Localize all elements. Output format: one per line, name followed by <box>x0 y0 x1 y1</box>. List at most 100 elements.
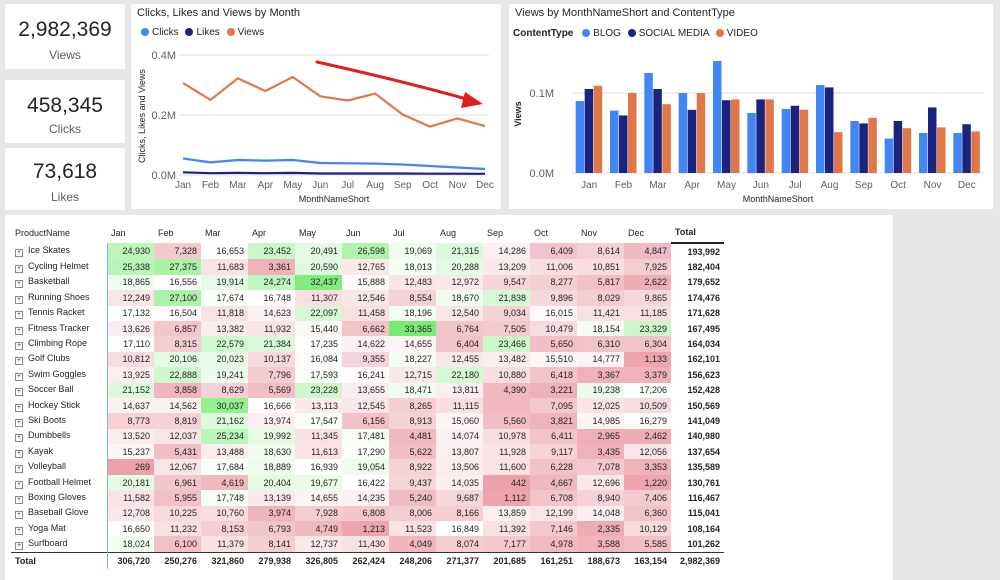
expand-icon[interactable]: + <box>15 326 23 335</box>
column-header-month[interactable]: Apr <box>252 227 267 238</box>
total-value-cell: 326,805 <box>295 551 342 569</box>
table-row[interactable]: + Football Helmet 20,181 6,961 4,619 20,404 19… <box>11 474 724 491</box>
column-header-total[interactable]: Total <box>671 222 724 244</box>
expand-icon[interactable]: + <box>15 388 23 397</box>
table-row[interactable]: + Swim Goggles 13,925 22,888 19,241 7,796 17,5… <box>11 367 724 383</box>
expand-icon[interactable]: + <box>15 434 23 443</box>
column-header-month[interactable]: Mar <box>205 227 221 238</box>
table-row[interactable]: + Tennis Racket 17,132 16,504 11,818 14,623 22… <box>11 305 724 321</box>
table-row[interactable]: + Boxing Gloves 11,582 5,955 17,748 13,139 14,… <box>11 490 724 506</box>
legend-item[interactable]: SOCIAL MEDIA <box>638 28 709 39</box>
value-cell: 16,504 <box>154 305 201 321</box>
value-cell: 30,037 <box>201 397 248 414</box>
table-row[interactable]: + Fitness Tracker 13,626 6,857 13,382 11,932 1… <box>11 320 724 337</box>
value-cell: 13,488 <box>201 444 248 460</box>
legend-item[interactable]: BLOG <box>593 28 621 39</box>
table-row[interactable]: + Hockey Stick 14,637 14,562 30,037 16,666 13,… <box>11 397 724 414</box>
product-name: Tennis Racket <box>28 307 85 318</box>
value-cell: 8,922 <box>389 459 436 475</box>
bar-blog <box>575 101 585 173</box>
column-header-month[interactable]: May <box>299 227 317 238</box>
value-cell: 11,600 <box>483 459 530 475</box>
table-row[interactable]: + Cycling Helmet 25,338 27,375 11,683 3,361 20… <box>11 259 724 275</box>
table-row[interactable]: + Basketball 18,865 16,556 19,914 24,274 32,43… <box>11 274 724 291</box>
value-cell: 13,859 <box>483 505 530 522</box>
value-cell: 19,238 <box>577 382 624 398</box>
expand-icon[interactable]: + <box>15 449 23 458</box>
expand-icon[interactable]: + <box>15 511 23 520</box>
column-header-month[interactable]: Sep <box>487 227 504 238</box>
expand-icon[interactable]: + <box>15 495 23 504</box>
column-header-month[interactable]: Jan <box>111 227 126 238</box>
value-cell: 3,588 <box>577 536 624 553</box>
total-value-cell: 201,685 <box>483 551 530 569</box>
value-cell: 4,667 <box>530 474 577 491</box>
value-cell: 16,650 <box>107 521 154 537</box>
table-row[interactable]: + Running Shoes 12,249 27,100 17,674 16,748 11… <box>11 290 724 306</box>
total-value-cell: 321,860 <box>201 551 248 569</box>
column-header-month[interactable]: Dec <box>628 227 645 238</box>
value-cell: 15,237 <box>107 444 154 460</box>
kpi-card-views[interactable]: 2,982,369 Views <box>5 4 125 69</box>
expand-icon[interactable]: + <box>15 342 23 351</box>
table-row[interactable]: + Surfboard 18,024 6,100 11,379 8,141 12,737 11… <box>11 536 724 553</box>
value-cell: 17,674 <box>201 290 248 306</box>
column-header-product[interactable]: ProductName <box>15 227 71 238</box>
product-name: Fitness Tracker <box>28 322 90 333</box>
legend-item[interactable]: Views <box>237 27 265 38</box>
expand-icon[interactable]: + <box>15 357 23 366</box>
expand-icon[interactable]: + <box>15 265 23 274</box>
expand-icon[interactable]: + <box>15 295 23 304</box>
expand-icon[interactable]: + <box>15 418 23 427</box>
product-name-cell: + Dumbbells <box>11 428 108 445</box>
expand-icon[interactable]: + <box>15 280 23 289</box>
line-chart-card[interactable]: Clicks, Likes and Views by Month Clicks … <box>131 4 501 209</box>
table-row[interactable]: + Soccer Ball 21,152 3,858 8,629 5,569 23,228 1… <box>11 382 724 398</box>
value-cell: 33,365 <box>389 320 436 337</box>
column-header-month[interactable]: Oct <box>534 227 549 238</box>
value-cell: 11,458 <box>342 305 389 321</box>
table-row[interactable]: + Kayak 15,237 5,431 13,488 18,630 11,613 17,29… <box>11 444 724 460</box>
column-header-month[interactable]: Jul <box>393 227 405 238</box>
table-row[interactable]: + Climbing Rope 17,110 8,315 22,579 21,384 17,… <box>11 336 724 352</box>
table-row[interactable]: + Dumbbells 13,520 12,037 25,234 19,992 11,345… <box>11 428 724 445</box>
table-row[interactable]: + Ice Skates 24,930 7,328 16,653 23,452 20,491… <box>11 243 724 260</box>
table-row[interactable]: + Yoga Mat 16,650 11,232 8,153 6,793 4,749 1,21… <box>11 521 724 537</box>
table-row[interactable]: + Baseball Glove 12,708 10,225 10,760 3,974 7,… <box>11 505 724 522</box>
expand-icon[interactable]: + <box>15 480 23 489</box>
expand-icon[interactable]: + <box>15 403 23 412</box>
expand-icon[interactable]: + <box>15 249 23 258</box>
matrix-table-card[interactable]: ProductName Jan Feb Mar Apr May Jun Jul Aug Sep Oc… <box>5 215 893 580</box>
legend-item[interactable]: VIDEO <box>726 28 758 39</box>
expand-icon[interactable]: + <box>15 465 23 474</box>
value-cell: 6,708 <box>530 490 577 506</box>
kpi-card-clicks[interactable]: 458,345 Clicks <box>5 80 125 143</box>
chart-legend: Clicks Likes Views <box>137 27 264 38</box>
total-value-cell: 271,377 <box>436 551 483 569</box>
value-cell: 11,379 <box>201 536 248 553</box>
expand-icon[interactable]: + <box>15 526 23 535</box>
value-cell: 11,392 <box>483 521 530 537</box>
expand-icon[interactable]: + <box>15 542 23 551</box>
value-cell: 20,106 <box>154 351 201 368</box>
column-header-month[interactable]: Jun <box>346 227 361 238</box>
value-cell: 18,889 <box>248 459 295 475</box>
legend-item[interactable]: Likes <box>196 27 220 38</box>
legend-item[interactable]: Clicks <box>152 27 179 38</box>
value-cell: 6,310 <box>577 336 624 352</box>
bar-video <box>593 85 603 173</box>
value-cell: 19,241 <box>201 367 248 383</box>
kpi-card-likes[interactable]: 73,618 Likes <box>5 148 125 210</box>
table-row[interactable]: + Ski Boots 8,773 8,819 21,162 13,974 17,547 6,… <box>11 413 724 429</box>
value-cell: 23,452 <box>248 243 295 260</box>
value-cell: 5,650 <box>530 336 577 352</box>
column-header-month[interactable]: Aug <box>440 227 457 238</box>
column-header-month[interactable]: Nov <box>581 227 598 238</box>
column-header-month[interactable]: Feb <box>158 227 174 238</box>
expand-icon[interactable]: + <box>15 372 23 381</box>
value-cell: 6,228 <box>530 459 577 475</box>
bar-chart-card[interactable]: Views by MonthNameShort and ContentType … <box>509 4 993 209</box>
table-row[interactable]: + Volleyball 269 12,067 17,684 18,889 16,939 19… <box>11 459 724 475</box>
expand-icon[interactable]: + <box>15 311 23 320</box>
table-row[interactable]: + Golf Clubs 10,812 20,106 20,023 10,137 16,08… <box>11 351 724 368</box>
